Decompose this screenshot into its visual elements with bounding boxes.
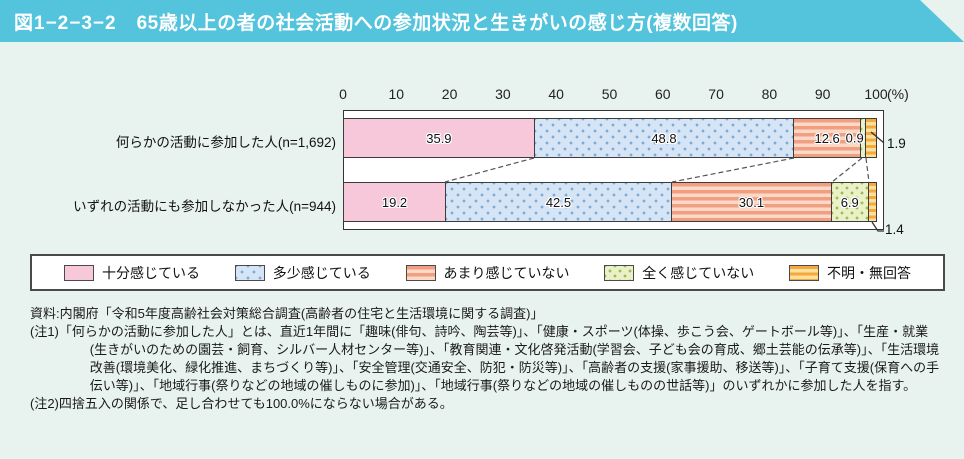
figure-number: 図1−2−3−2 [14,12,117,34]
legend-label: 不明・無回答 [827,264,911,281]
value-label: 48.8 [651,130,677,146]
axis-tick: 80 [761,86,778,102]
legend-swatch-icon [604,264,635,281]
figure-header-banner: 図1−2−3−2 65歳以上の者の社会活動への参加状況と生きがいの感じ方(複数回… [0,0,964,42]
legend-swatch-icon [64,264,94,281]
bar-segment: 42.5 [446,183,672,221]
bar-row-not-participated: 19.2 42.5 30.1 6.9 [343,182,877,222]
callout-value-unknown-row2: 1.4 [885,222,904,237]
category-label-participated: 何らかの活動に参加した人(n=1,692) [115,135,336,150]
notes-block: 資料:内閣府「令和5年度高齢社会対策総合調査(高齢者の住宅と生活環境に関する調査… [30,305,942,413]
bar-segment [868,183,876,221]
bar-segment: 48.8 [534,119,795,157]
legend-item: あまり感じていない [405,263,570,283]
figure-title: 65歳以上の者の社会活動への参加状況と生きがいの感じ方(複数回答) [136,12,738,34]
legend-label: 全く感じていない [642,264,755,281]
value-label: 19.2 [381,194,408,210]
legend-label: 十分感じている [102,264,200,281]
bar-segment: 12.6 [794,119,862,157]
legend-swatch-icon [789,264,819,281]
bar-segment: 30.1 [671,183,832,221]
source-note: 資料:内閣府「令和5年度高齢社会対策総合調査(高齢者の住宅と生活環境に関する調査… [30,306,544,321]
stacked-bar-chart: 0 10 20 30 40 50 60 70 80 90 100 (%) 何らかの活動に参加した人(… [0,86,964,246]
legend-item: 十分感じている [64,263,200,283]
value-label: 30.1 [738,194,765,210]
axis-tick: 90 [814,86,831,102]
note-2: (注2)四捨五入の関係で、足し合わせても100.0%にならない場合がある。 [30,396,453,411]
category-label-not-participated: いずれの活動にも参加しなかった人(n=944) [73,199,336,214]
value-label: 42.5 [545,194,572,210]
bar-segment [865,119,876,157]
axis-tick: 70 [708,86,724,102]
value-label: 35.9 [426,130,452,146]
axis-tick: 60 [655,86,671,102]
legend-label: 多少感じている [272,264,371,281]
legend-item: 全く感じていない [604,263,754,283]
value-label: 6.9 [840,194,859,210]
axis-tick: 10 [388,86,405,102]
legend-item: 不明・無回答 [789,263,911,283]
bar-row-participated: 0.9 35.9 48.8 12.6 [343,118,877,158]
bar-segment [861,119,866,157]
legend: 十分感じている 多少感じている あまり感じていない 全く感じていない 不明・無回答 [30,254,945,291]
legend-item: 多少感じている [234,263,371,283]
axis-ticks: 0 10 20 30 40 50 60 70 80 90 100 [339,86,888,102]
legend-swatch-icon [234,264,265,281]
note-1: (注1)「何らかの活動に参加した人」とは、直近1年間に「趣味(俳句、詩吟、陶芸等… [30,324,940,393]
axis-tick: 40 [548,86,564,102]
axis-tick: 50 [601,86,618,102]
bar-segment: 19.2 [344,183,447,221]
value-label: 12.6 [814,130,840,146]
axis-tick: 20 [441,86,458,102]
legend-label: あまり感じていない [443,264,570,281]
axis-tick: 100 [864,86,888,102]
axis-unit-label: (%) [887,86,909,102]
legend-swatch-icon [405,264,436,281]
axis-tick: 30 [495,86,511,102]
callout-value-unknown-row1: 1.9 [887,136,906,151]
value-label-small: 0.9 [845,130,864,146]
axis-tick: 0 [339,86,347,102]
bar-segment: 35.9 [344,119,535,157]
bar-segment: 6.9 [831,183,869,221]
